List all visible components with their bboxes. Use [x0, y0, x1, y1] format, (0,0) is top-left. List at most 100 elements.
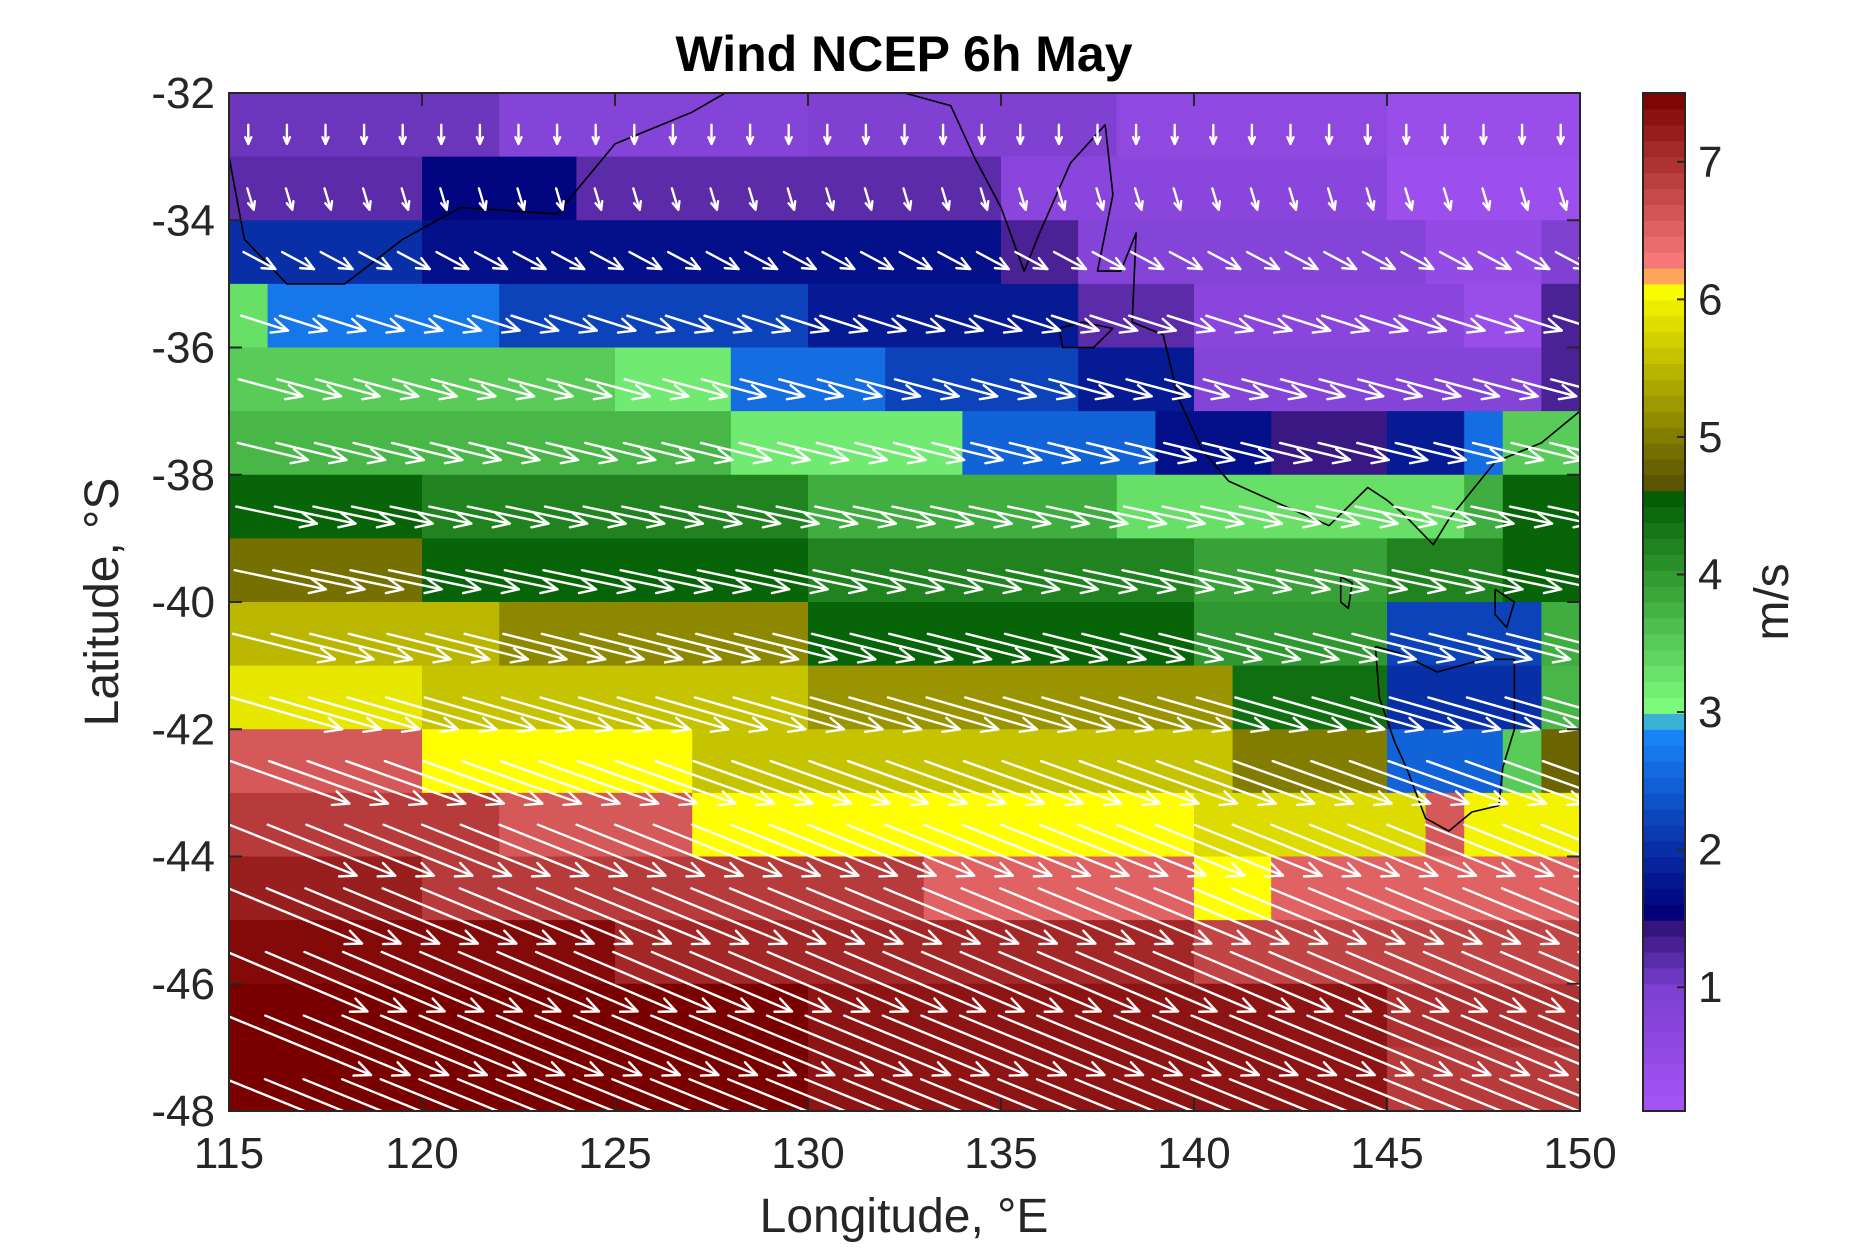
wind-arrow-head — [1442, 716, 1463, 733]
wind-arrow-shaft — [1470, 505, 1554, 525]
wind-arrow — [542, 568, 636, 595]
wind-arrow — [358, 250, 393, 271]
wind-arrow-head — [439, 716, 460, 733]
y-axis: -32-34-36-38-40-42-44-46-48 — [151, 69, 1580, 1136]
wind-arrow-head — [1311, 577, 1331, 595]
wind-arrow-shaft — [1198, 568, 1293, 591]
colorbar-tick-label: 3 — [1698, 688, 1722, 737]
wind-arrow — [1113, 1014, 1261, 1077]
wind-arrow-head — [1049, 647, 1070, 664]
wind-arrow — [1312, 632, 1417, 664]
wind-arrow — [540, 632, 645, 664]
wind-arrow — [1117, 759, 1239, 807]
wind-arrow — [534, 950, 678, 1013]
wind-arrow-shaft — [658, 568, 752, 591]
wind-arrow-shaft — [889, 568, 984, 591]
wind-arrow-head — [854, 1061, 875, 1077]
wind-arrow — [628, 250, 663, 271]
wind-arrow — [435, 250, 470, 271]
wind-arrow — [394, 314, 444, 334]
wind-arrow-shaft — [772, 632, 877, 661]
wind-arrow-shaft — [1354, 505, 1438, 525]
wind-arrow-head — [555, 200, 565, 211]
wind-arrow — [1431, 505, 1515, 529]
wind-arrow-head — [622, 1061, 643, 1077]
wind-arrow-head — [825, 716, 846, 733]
wind-arrow — [1548, 441, 1580, 452]
wind-arrow-shaft — [727, 1014, 875, 1077]
wind-arrow — [535, 887, 672, 946]
colorbar-segment — [1643, 1079, 1685, 1096]
colorbar-segment — [1643, 283, 1685, 301]
wind-arrow-shaft — [310, 568, 405, 591]
wind-arrow — [1434, 378, 1501, 401]
wind-arrow — [884, 823, 1014, 878]
wind-arrow-shaft — [816, 378, 883, 398]
wind-arrow-head — [1397, 647, 1417, 664]
wind-arrow-shaft — [786, 187, 796, 211]
wind-arrow-shaft — [845, 823, 976, 877]
wind-arrow-head — [500, 577, 521, 595]
heatmap-cell — [1078, 220, 1427, 285]
colorbar-segment — [1643, 729, 1685, 746]
wind-arrow-head — [516, 716, 537, 733]
wind-arrow-shaft — [456, 1077, 540, 1111]
wind-arrow-head — [387, 997, 408, 1013]
wind-arrow-head — [1486, 447, 1506, 465]
wind-arrow-head — [530, 256, 547, 271]
coastline — [229, 93, 1580, 832]
wind-arrow — [1159, 568, 1254, 595]
wind-arrow-head — [1495, 861, 1516, 878]
wind-arrow — [973, 314, 1023, 334]
wind-arrow — [575, 823, 706, 878]
wind-arrow-head — [747, 384, 767, 401]
wind-arrow-head — [1018, 200, 1029, 211]
wind-arrow-head — [1520, 200, 1530, 211]
wind-arrow — [1499, 950, 1580, 987]
wind-arrow-shaft — [998, 950, 1141, 1013]
wind-arrow — [1400, 250, 1435, 271]
wind-arrow-head — [1408, 447, 1429, 465]
x-tick-label: 130 — [771, 1129, 844, 1178]
wind-arrow-head — [462, 317, 483, 334]
wind-arrow — [314, 378, 381, 401]
wind-arrow — [1056, 187, 1067, 211]
wind-arrow — [304, 887, 441, 946]
wind-arrow-shaft — [1018, 187, 1027, 211]
wind-arrow-shaft — [309, 632, 414, 661]
wind-arrow-shaft — [922, 823, 1053, 877]
wind-arrow-head — [1599, 718, 1616, 732]
wind-arrow-shaft — [1400, 250, 1435, 271]
wind-arrow-head — [1326, 384, 1346, 401]
wind-arrow-shaft — [273, 505, 357, 525]
wind-arrow-shaft — [353, 378, 420, 398]
wind-arrow-shaft — [267, 759, 390, 805]
wind-arrow — [341, 950, 485, 1013]
wind-arrow-head — [1379, 512, 1399, 529]
wind-arrow-shaft — [958, 1077, 1042, 1111]
wind-arrow-shaft — [1598, 188, 1604, 209]
wind-arrow-head — [443, 447, 464, 465]
wind-arrow-shaft — [1423, 887, 1560, 945]
wind-arrow — [926, 632, 1031, 664]
colorbar-segment — [1643, 983, 1685, 1001]
wind-arrow-shaft — [1267, 1014, 1415, 1077]
wind-arrow-shaft — [1356, 378, 1424, 398]
wind-arrow — [1596, 125, 1602, 144]
wind-arrow-head — [471, 1126, 489, 1139]
wind-arrow-head — [1218, 790, 1239, 807]
wind-arrow-head — [1250, 200, 1260, 211]
wind-arrow — [823, 123, 832, 146]
colorbar-segment — [1643, 951, 1685, 969]
wind-arrow — [1003, 632, 1109, 664]
wind-arrow — [1347, 823, 1478, 878]
wind-arrow — [275, 441, 348, 465]
wind-arrow-head — [414, 512, 434, 529]
heatmap-cell — [499, 93, 809, 158]
wind-arrow — [1118, 696, 1232, 733]
wind-arrow-head — [1433, 1061, 1454, 1077]
wind-arrow-shaft — [882, 950, 1025, 1013]
wind-arrow-head — [856, 647, 877, 664]
wind-arrow-head — [871, 790, 891, 807]
wind-arrow-shaft — [1192, 887, 1329, 945]
